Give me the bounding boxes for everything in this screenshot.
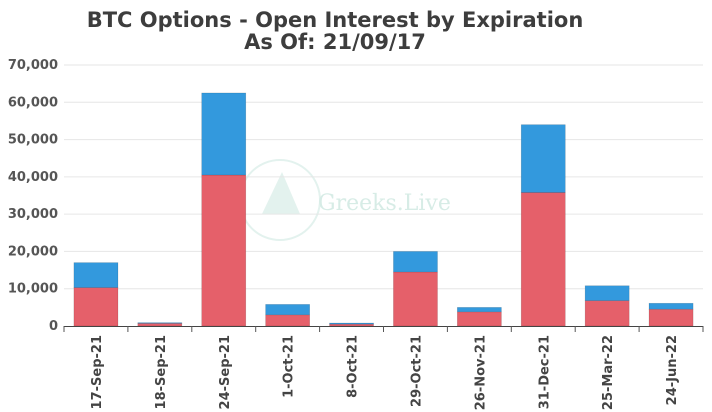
x-tick-label: 31-Dec-21 [537,335,552,409]
x-tick-label: 24-Jun-22 [665,335,680,405]
bar-upper-segment [73,262,119,288]
y-tick-label: 10,000 [8,282,58,297]
y-tick-label: 60,000 [8,95,58,110]
bar-upper-segment [584,285,630,301]
y-tick-label: 0 [49,319,58,334]
x-tick-label: 29-Oct-21 [409,335,424,407]
x-tick-label: 26-Nov-21 [473,335,488,410]
bar-lower-segment [584,300,630,327]
x-tick-label: 17-Sep-21 [90,335,105,409]
chart-subtitle: As Of: 21/09/17 [244,30,426,54]
bar-lower-segment [201,174,247,327]
x-tick-label: 18-Sep-21 [154,335,169,409]
bar-upper-segment [201,92,247,176]
y-tick-label: 30,000 [8,207,58,222]
bar-upper-segment [457,307,502,313]
watermark-logo: Greeks.Live [239,159,451,241]
x-tick-label: 8-Oct-21 [346,335,361,398]
x-tick-label: 1-Oct-21 [282,335,297,398]
x-tick-label: 25-Mar-22 [601,335,616,410]
bar-upper-segment [393,251,438,273]
bar-upper-segment [648,302,694,310]
bar-lower-segment [457,311,502,327]
bar-lower-segment [520,192,566,327]
bar-upper-segment [329,322,374,325]
bar-lower-segment [265,314,310,327]
y-tick-label: 20,000 [8,244,58,259]
bar-upper-segment [265,304,310,316]
y-tick-label: 40,000 [8,170,58,185]
x-tick-label: 24-Sep-21 [218,335,233,409]
bar-upper-segment [520,124,566,193]
bar-lower-segment [73,287,119,327]
bar-upper-segment [137,322,183,324]
bar-lower-segment [137,323,183,327]
chart-title: BTC Options - Open Interest by Expiratio… [86,8,584,32]
bar-lower-segment [393,271,438,327]
watermark-text: Greeks.Live [318,191,451,216]
bar-lower-segment [648,308,694,327]
y-tick-label: 50,000 [8,133,58,148]
y-tick-label: 70,000 [8,58,58,73]
